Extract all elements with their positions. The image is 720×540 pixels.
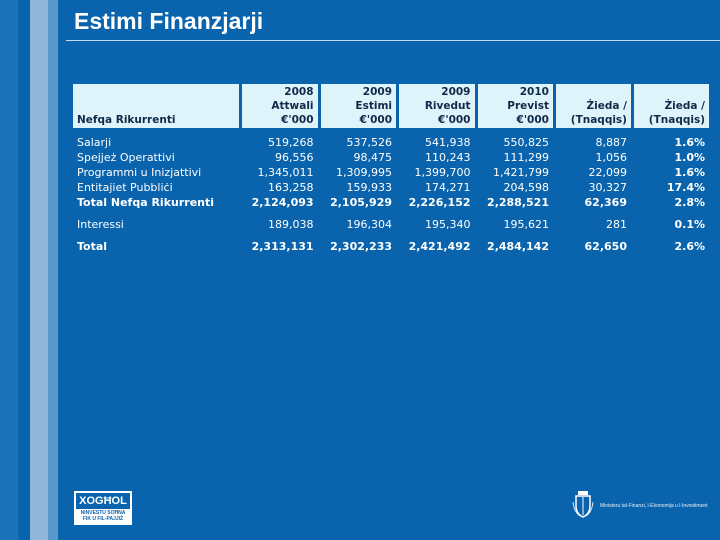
cell-value: 159,933 xyxy=(346,181,393,194)
cell-value: 2,484,142 xyxy=(487,240,549,253)
header-col-0: 2008 Attwali €'000 xyxy=(242,84,318,128)
cell-value: 519,268 xyxy=(268,136,314,149)
cell-value: 550,825 xyxy=(503,136,549,149)
cell-value: 541,938 xyxy=(425,136,471,149)
header-col-2: 2009 Rivedut €'000 xyxy=(399,84,475,128)
header-col-line1: Żieda / xyxy=(664,100,705,112)
header-col-line1: 2010 Previst xyxy=(507,86,549,112)
cell-percent: 17.4% xyxy=(666,181,705,194)
header-label-cell: Nefqa Rikurrenti xyxy=(73,84,240,128)
decorative-stripe-3 xyxy=(48,0,58,540)
ministry-label: Ministeru tal-Finanzi, l-Ekonomija u l-I… xyxy=(600,503,708,509)
cell-value: 1,399,700 xyxy=(414,166,471,179)
cell-value: 195,340 xyxy=(425,218,471,231)
table-row-subtotal: Total Nefqa Rikurrenti 2,124,093 2,105,9… xyxy=(73,195,709,210)
cell-value: 22,099 xyxy=(588,166,627,179)
row-label: Entitajiet Pubbliċi xyxy=(77,181,173,194)
financial-estimates-table: Nefqa Rikurrenti 2008 Attwali €'000 2009 … xyxy=(70,84,712,254)
cell-percent: 1.0% xyxy=(674,151,705,164)
cell-value: 204,598 xyxy=(503,181,549,194)
cell-value: 2,302,233 xyxy=(330,240,393,253)
header-col-line2: €'000 xyxy=(516,114,549,126)
decorative-stripe-2 xyxy=(30,0,48,540)
header-col-line2: €'000 xyxy=(438,114,471,126)
row-label: Total Nefqa Rikurrenti xyxy=(77,196,215,209)
header-col-line1: Żieda / xyxy=(586,100,627,112)
row-label: Total xyxy=(77,240,108,253)
table-row: Interessi 189,038 196,304 195,340 195,62… xyxy=(73,217,709,232)
cell-value: 62,650 xyxy=(584,240,627,253)
cell-value: 537,526 xyxy=(346,136,393,149)
cell-value: 96,556 xyxy=(275,151,314,164)
row-label: Interessi xyxy=(77,218,124,231)
cell-value: 62,369 xyxy=(584,196,627,209)
cell-value: 2,105,929 xyxy=(330,196,393,209)
table-row: Programmi u Inizjattivi 1,345,011 1,309,… xyxy=(73,165,709,180)
logo-word: XOGĦOL xyxy=(76,493,130,509)
cell-value: 196,304 xyxy=(346,218,393,231)
decorative-stripe-1 xyxy=(0,0,18,540)
title-divider xyxy=(66,40,720,41)
header-col-line1: 2009 Rivedut xyxy=(424,86,471,112)
cell-value: 110,243 xyxy=(425,151,471,164)
table-header-row: Nefqa Rikurrenti 2008 Attwali €'000 2009 … xyxy=(73,84,709,128)
cell-value: 1,056 xyxy=(595,151,627,164)
cell-value: 2,288,521 xyxy=(487,196,549,209)
cell-percent: 1.6% xyxy=(674,166,705,179)
cell-value: 111,299 xyxy=(503,151,549,164)
row-label: Spejjeż Operattivi xyxy=(77,151,175,164)
cell-value: 281 xyxy=(605,218,627,231)
malta-coat-of-arms-icon xyxy=(572,491,594,518)
row-label: Programmi u Inizjattivi xyxy=(77,166,202,179)
header-col-line1: 2009 Estimi xyxy=(355,86,393,112)
cell-percent: 2.6% xyxy=(674,240,705,253)
header-col-line2: €'000 xyxy=(359,114,393,126)
cell-value: 1,421,799 xyxy=(493,166,549,179)
cell-value: 8,887 xyxy=(595,136,627,149)
spacer-row xyxy=(73,210,709,217)
cell-value: 2,226,152 xyxy=(408,196,471,209)
cell-value: 2,421,492 xyxy=(408,240,471,253)
header-col-line1: 2008 Attwali xyxy=(271,86,314,112)
cell-percent: 0.1% xyxy=(674,218,705,231)
cell-value: 1,345,011 xyxy=(257,166,314,179)
cell-value: 195,621 xyxy=(503,218,549,231)
table-row: Salarji 519,268 537,526 541,938 550,825 … xyxy=(73,135,709,150)
header-col-5: Żieda / (Tnaqqis) xyxy=(633,84,709,128)
table-row-total: Total 2,313,131 2,302,233 2,421,492 2,48… xyxy=(73,239,709,254)
header-col-line2: €'000 xyxy=(281,114,314,126)
header-col-4: Żieda / (Tnaqqis) xyxy=(555,84,631,128)
cell-value: 189,038 xyxy=(268,218,314,231)
header-col-1: 2009 Estimi €'000 xyxy=(320,84,397,128)
cell-value: 2,124,093 xyxy=(251,196,314,209)
cell-value: 1,309,995 xyxy=(336,166,393,179)
spacer-row xyxy=(73,232,709,239)
cell-value: 2,313,131 xyxy=(251,240,314,253)
header-col-line2: (Tnaqqis) xyxy=(648,114,705,126)
cell-value: 30,327 xyxy=(588,181,627,194)
logo-subtitle: NINVESTU SOĦNA FIK U FIL-PAJJIŻ xyxy=(75,509,131,522)
cell-value: 163,258 xyxy=(268,181,314,194)
table-row: Entitajiet Pubbliċi 163,258 159,933 174,… xyxy=(73,180,709,195)
xoghol-logo: XOGĦOL NINVESTU SOĦNA FIK U FIL-PAJJIŻ xyxy=(74,491,132,525)
logo-sub-line: FIK U FIL-PAJJIŻ xyxy=(82,516,124,522)
header-col-3: 2010 Previst €'000 xyxy=(477,84,553,128)
logo-sub-line: NINVESTU SOĦNA xyxy=(80,510,126,516)
row-label: Salarji xyxy=(77,136,112,149)
cell-percent: 2.8% xyxy=(674,196,705,209)
cell-value: 98,475 xyxy=(353,151,393,164)
header-col-line2: (Tnaqqis) xyxy=(570,114,627,126)
table-row: Spejjeż Operattivi 96,556 98,475 110,243… xyxy=(73,150,709,165)
cell-value: 174,271 xyxy=(425,181,471,194)
slide-title: Estimi Finanzjarji xyxy=(74,8,264,34)
cell-percent: 1.6% xyxy=(674,136,705,149)
spacer-row xyxy=(73,128,709,135)
